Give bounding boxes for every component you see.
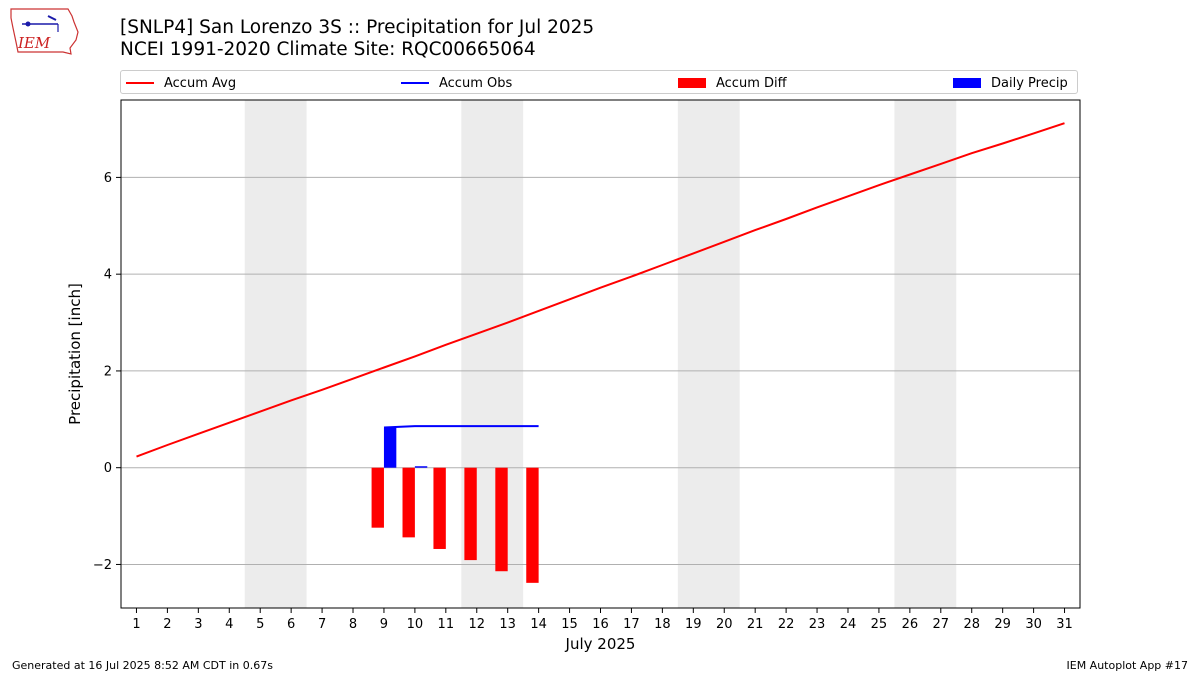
legend-swatch: [953, 78, 981, 88]
daily-precip-bar: [383, 427, 397, 468]
x-tick-label: 23: [809, 617, 826, 632]
x-tick-label: 20: [716, 617, 733, 632]
y-tick-label: 4: [104, 268, 112, 283]
x-tick-label: 30: [1025, 617, 1042, 632]
logo-text: IEM: [17, 34, 51, 52]
x-tick-label: 12: [468, 617, 485, 632]
y-tick-label: 6: [104, 171, 112, 186]
x-tick-label: 25: [871, 617, 888, 632]
accum-diff-bar: [526, 467, 539, 583]
iem-logo: IEM: [10, 8, 79, 55]
x-tick-label: 22: [778, 617, 795, 632]
x-tick-label: 15: [561, 617, 578, 632]
x-tick-label: 26: [902, 617, 919, 632]
weekend-band: [894, 100, 957, 608]
legend-label: Accum Obs: [439, 75, 513, 91]
x-tick-label: 28: [963, 617, 980, 632]
x-tick-label: 7: [318, 617, 326, 632]
x-tick-label: 2: [163, 617, 171, 632]
accum-diff-bar: [495, 467, 508, 572]
x-tick-label: 6: [287, 617, 295, 632]
chart-title: [SNLP4] San Lorenzo 3S :: Precipitation …: [120, 17, 595, 38]
x-tick-label: 16: [592, 617, 609, 632]
weekend-band: [677, 100, 740, 608]
x-axis-label: July 2025: [565, 635, 636, 653]
x-tick-label: 24: [840, 617, 857, 632]
x-tick-label: 13: [499, 617, 516, 632]
generated-footer: Generated at 16 Jul 2025 8:52 AM CDT in …: [12, 659, 273, 672]
daily-precip-bar: [414, 466, 428, 468]
accum-avg-line: [136, 122, 1065, 458]
x-tick-label: 27: [933, 617, 950, 632]
legend-item-accum-diff: Accum Diff: [678, 73, 787, 93]
y-tick-label: 2: [104, 364, 112, 379]
x-tick-label: 29: [994, 617, 1011, 632]
x-tick-label: 31: [1056, 617, 1073, 632]
x-tick-label: 21: [747, 617, 764, 632]
y-axis-label: Precipitation [inch]: [66, 283, 84, 425]
chart-subtitle: NCEI 1991-2020 Climate Site: RQC00665064: [120, 39, 536, 60]
legend-item-accum-avg: Accum Avg: [126, 73, 236, 93]
legend-swatch: [126, 82, 154, 84]
x-tick-label: 19: [685, 617, 702, 632]
accum-diff-bar: [464, 467, 477, 561]
x-tick-label: 1: [132, 617, 140, 632]
chart-legend: Accum Avg Accum Obs Accum Diff Daily Pre…: [120, 70, 1078, 94]
accum-diff-bar: [371, 467, 384, 528]
x-tick-label: 17: [623, 617, 640, 632]
x-tick-label: 10: [407, 617, 424, 632]
x-tick-label: 14: [530, 617, 547, 632]
legend-swatch: [401, 82, 429, 84]
y-tick-label: 0: [104, 461, 112, 476]
y-tick-label: −2: [93, 558, 112, 573]
accum-diff-bar: [402, 467, 415, 538]
legend-label: Daily Precip: [991, 75, 1068, 91]
legend-label: Accum Diff: [716, 75, 787, 91]
accum-obs-line: [383, 425, 539, 429]
x-tick-label: 8: [349, 617, 357, 632]
legend-swatch: [678, 78, 706, 88]
x-tick-label: 9: [380, 617, 388, 632]
weekend-band: [244, 100, 307, 608]
x-tick-label: 11: [438, 617, 455, 632]
x-tick-label: 5: [256, 617, 264, 632]
x-tick-label: 18: [654, 617, 671, 632]
app-footer: IEM Autoplot App #17: [1066, 659, 1189, 672]
legend-item-daily-precip: Daily Precip: [953, 73, 1068, 93]
legend-item-accum-obs: Accum Obs: [401, 73, 512, 93]
legend-label: Accum Avg: [164, 75, 237, 91]
iowa-outline-icon: [10, 8, 79, 55]
x-tick-label: 4: [225, 617, 233, 632]
x-tick-label: 3: [194, 617, 202, 632]
accum-diff-bar: [433, 467, 446, 549]
